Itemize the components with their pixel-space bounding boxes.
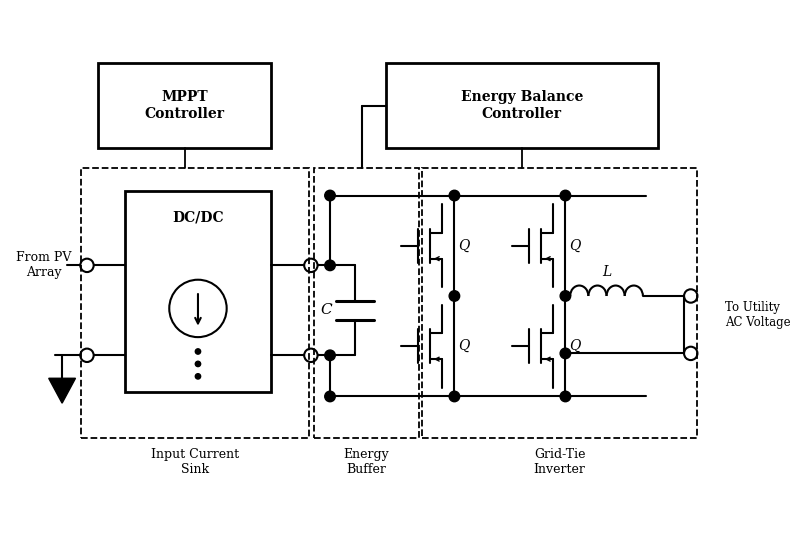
Text: Energy
Buffer: Energy Buffer xyxy=(343,447,390,475)
Circle shape xyxy=(560,391,570,401)
Circle shape xyxy=(325,190,335,201)
Text: Input Current
Sink: Input Current Sink xyxy=(151,447,239,475)
Bar xyxy=(126,191,270,392)
Circle shape xyxy=(195,349,201,354)
Circle shape xyxy=(449,391,460,401)
Circle shape xyxy=(195,374,201,379)
Circle shape xyxy=(325,350,335,360)
Text: To Utility
AC Voltage: To Utility AC Voltage xyxy=(725,301,791,329)
Bar xyxy=(98,63,270,148)
Text: Q: Q xyxy=(570,339,581,353)
Text: L: L xyxy=(602,265,611,279)
Circle shape xyxy=(449,190,460,201)
Text: Q: Q xyxy=(570,238,581,253)
Polygon shape xyxy=(49,379,75,403)
Text: Grid-Tie
Inverter: Grid-Tie Inverter xyxy=(534,447,586,475)
Circle shape xyxy=(449,290,460,301)
Circle shape xyxy=(560,348,570,359)
Bar xyxy=(314,168,419,438)
Text: C: C xyxy=(320,304,332,317)
Circle shape xyxy=(325,391,335,401)
Circle shape xyxy=(195,361,201,366)
Bar xyxy=(82,168,309,438)
Text: Q: Q xyxy=(458,339,470,353)
Text: Q: Q xyxy=(458,238,470,253)
Text: MPPT
Controller: MPPT Controller xyxy=(145,90,225,121)
Text: DC/DC: DC/DC xyxy=(172,211,224,224)
Circle shape xyxy=(325,260,335,271)
Bar xyxy=(422,168,698,438)
Bar xyxy=(386,63,658,148)
Text: From PV
Array: From PV Array xyxy=(16,252,72,280)
Text: Energy Balance
Controller: Energy Balance Controller xyxy=(461,90,583,121)
Circle shape xyxy=(560,190,570,201)
Circle shape xyxy=(560,290,570,301)
